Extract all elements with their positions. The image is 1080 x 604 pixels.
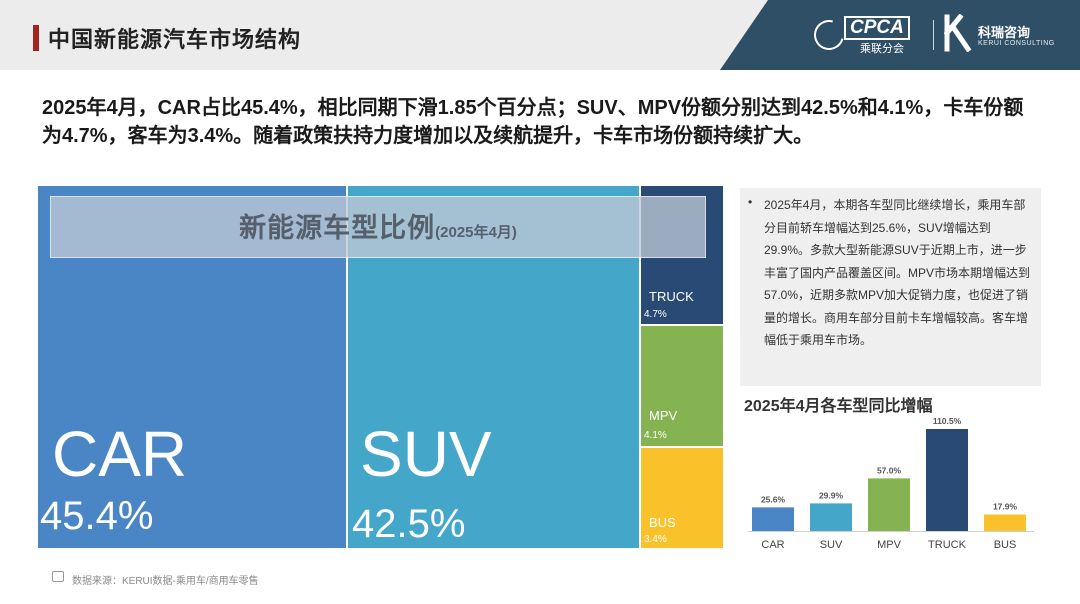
brand-panel	[720, 0, 1080, 70]
growth-bar-mpv	[868, 478, 910, 531]
summary-text: 2025年4月，CAR占比45.4%，相比同期下滑1.85个百分点；SUV、MP…	[42, 97, 1024, 147]
title-accent-bar	[33, 25, 39, 51]
growth-data-label: 17.9%	[993, 501, 1018, 511]
logo-divider	[933, 20, 934, 50]
growth-data-label: 29.9%	[819, 490, 844, 500]
growth-data-label: 25.6%	[761, 494, 786, 504]
cpca-logo-text: CPCA	[844, 16, 910, 40]
growth-category-label: SUV	[820, 539, 843, 551]
growth-bar-chart: 25.6% CAR 29.9% SUV 57.0% MPV 110.5% TRUCK 17.9%…	[748, 416, 1034, 551]
growth-category-label: CAR	[761, 539, 784, 551]
cpca-logo-subtitle: 乘联分会	[860, 43, 904, 55]
source-icon	[52, 571, 64, 582]
tile-percent-bus: 3.4%	[644, 534, 667, 545]
treemap-subtitle: (2025年4月)	[435, 224, 517, 241]
treemap-tile-bus: BUS 3.4%	[641, 448, 723, 548]
treemap-title: 新能源车型比例	[239, 213, 436, 243]
commentary-text: 2025年4月，本期各车型同比继续增长，乘用车部分目前轿车增幅达到25.6%，S…	[764, 198, 1031, 347]
growth-category-label: MPV	[877, 539, 902, 551]
growth-bar-suv	[810, 503, 852, 531]
tile-percent-truck: 4.7%	[644, 309, 667, 320]
kerui-logo-icon	[943, 13, 972, 53]
source-note: 数据来源：KERUI数据-乘用车/商用车零售	[72, 576, 259, 587]
tile-percent-mpv: 4.1%	[644, 430, 667, 441]
treemap-tile-mpv: MPV 4.1%	[641, 326, 723, 446]
tile-name-car: CAR	[52, 418, 188, 490]
kerui-logo-english: KERUI CONSULTING	[978, 40, 1055, 47]
commentary-box: • 2025年4月，本期各车型同比继续增长，乘用车部分目前轿车增幅达到25.6%…	[740, 188, 1041, 386]
tile-name-suv: SUV	[360, 418, 492, 490]
tile-percent-suv: 42.5%	[352, 502, 466, 546]
tile-percent-car: 45.4%	[40, 494, 154, 538]
bullet-marker: •	[748, 195, 753, 209]
growth-bar-truck	[926, 429, 968, 531]
growth-chart-title: 2025年4月各车型同比增幅	[744, 398, 933, 415]
tile-name-mpv: MPV	[649, 408, 678, 423]
growth-bar-car	[752, 507, 794, 531]
growth-data-label: 110.5%	[933, 416, 962, 426]
header-bar: 中国新能源汽车市场结构 CPCA 乘联分会 科瑞咨询 KERUI CONSULT…	[0, 0, 1080, 70]
growth-bar-bus	[984, 514, 1026, 531]
growth-data-label: 57.0%	[877, 465, 902, 475]
growth-category-label: BUS	[994, 539, 1017, 551]
tile-name-bus: BUS	[649, 515, 676, 530]
kerui-logo-name: 科瑞咨询	[978, 25, 1031, 40]
treemap-title-banner: 新能源车型比例(2025年4月)	[50, 196, 706, 258]
tile-name-truck: TRUCK	[649, 289, 694, 304]
growth-category-label: TRUCK	[928, 539, 967, 551]
page-title: 中国新能源汽车市场结构	[48, 27, 302, 52]
